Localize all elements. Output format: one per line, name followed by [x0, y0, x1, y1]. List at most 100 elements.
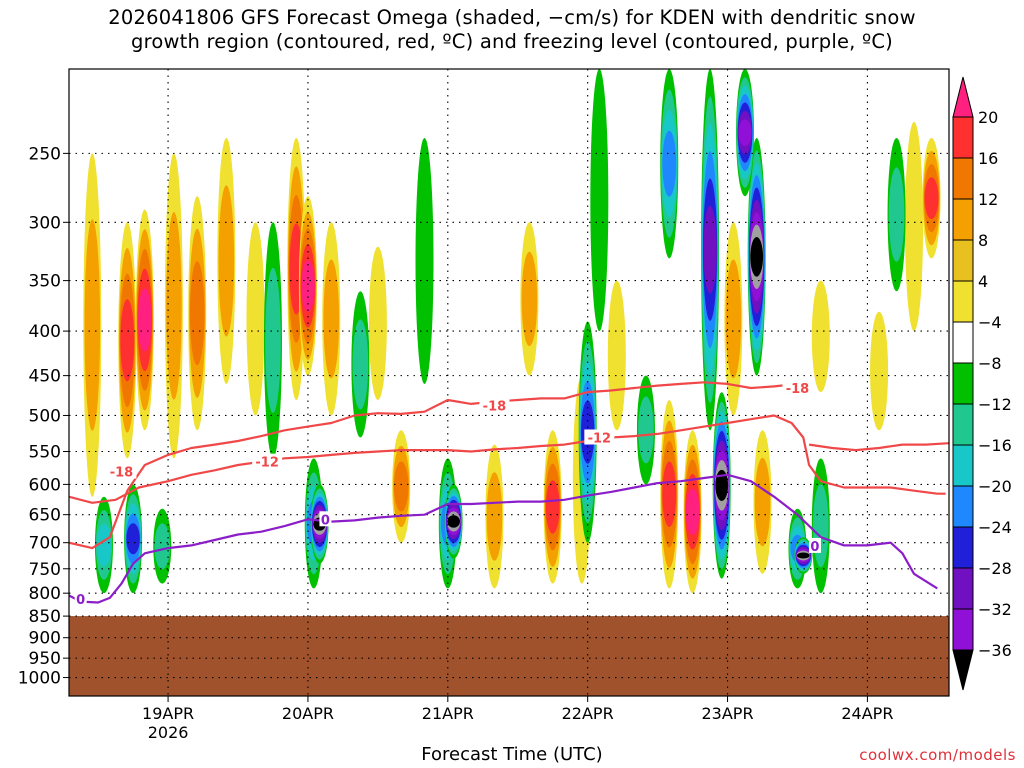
omega-band — [96, 523, 112, 567]
contour-label-0: -18 — [110, 466, 134, 481]
omega-band — [138, 288, 152, 352]
omega-band — [725, 259, 742, 379]
colorbar-segment — [952, 362, 974, 405]
omega-cell-47 — [701, 69, 720, 431]
omega-band — [738, 119, 752, 147]
colorbar-label: −28 — [978, 559, 1012, 578]
omega-band — [607, 280, 626, 431]
colorbar-segment — [952, 403, 974, 446]
dgz-contour-0 — [69, 381, 810, 550]
x-tick-label: 20APR — [282, 704, 334, 723]
contour-label-bg — [782, 380, 813, 396]
contour-label-2: -18 — [483, 400, 507, 415]
omega-cell-45 — [660, 69, 679, 259]
omega-cell-11 — [392, 430, 411, 543]
contour-label-bg — [584, 429, 615, 445]
plot-frame — [68, 68, 950, 697]
y-tick-label: 250 — [29, 144, 61, 164]
omega-band — [750, 236, 764, 277]
contour-label-7: 0 — [76, 593, 85, 608]
colorbar-segment — [952, 608, 974, 651]
omega-band — [154, 523, 171, 570]
colorbar-label: −8 — [978, 354, 1002, 373]
colorbar-bottom-arrow — [952, 649, 974, 691]
omega-cell-23 — [905, 121, 924, 332]
ground-fill — [69, 616, 949, 696]
omega-cell-21 — [811, 280, 830, 393]
chart-title-line1: 2026041806 GFS Forecast Omega (shaded, −… — [108, 6, 916, 29]
omega-band — [1016, 497, 1024, 584]
colorbar-label: 12 — [978, 190, 998, 209]
contour-label-5: -18 — [1013, 443, 1024, 458]
contour-label-9: 0 — [810, 540, 819, 555]
omega-cell-14 — [543, 430, 562, 584]
omega-band — [447, 515, 461, 528]
y-tick-label: 600 — [29, 475, 61, 495]
contour-label-8: 0 — [321, 513, 330, 528]
contour-label-1: -12 — [255, 456, 279, 471]
omega-band — [301, 260, 315, 312]
credit-text: coolwx.com/models — [859, 746, 1016, 764]
x-tick-label: 19APR — [142, 704, 194, 723]
colorbar-label: 20 — [978, 108, 998, 127]
omega-cell-41 — [444, 484, 463, 559]
contour-label-bg — [252, 453, 283, 469]
colorbar-segment — [952, 485, 974, 528]
omega-band — [323, 259, 340, 379]
colorbar-label: −20 — [978, 477, 1012, 496]
y-tick-label: 850 — [29, 607, 61, 627]
omega-band — [662, 461, 677, 527]
y-tick-label: 400 — [29, 322, 61, 342]
contour-label-bg — [808, 537, 821, 553]
colorbar-segment — [952, 567, 974, 610]
omega-cell-3 — [164, 153, 183, 459]
colorbar-top-arrow — [952, 76, 974, 118]
colorbar-label: −24 — [978, 518, 1012, 537]
omega-cell-6 — [246, 222, 265, 416]
omega-cell-12 — [485, 444, 504, 589]
omega-band — [590, 69, 609, 332]
omega-band — [1011, 335, 1024, 408]
omega-band — [120, 299, 135, 382]
dgz-contour-2 — [808, 442, 949, 452]
x-tick-sublabel: 2026 — [148, 723, 189, 742]
x-tick-label: 24APR — [841, 704, 893, 723]
contour-label-bg — [1010, 441, 1024, 456]
y-tick-label: 550 — [29, 443, 61, 463]
x-tick-label: 22APR — [562, 704, 614, 723]
omega-cell-39 — [415, 137, 434, 384]
omega-cell-34 — [153, 508, 172, 584]
omega-cell-43 — [590, 69, 609, 332]
omega-cell-0 — [83, 153, 102, 497]
omega-cell-5 — [217, 137, 236, 384]
omega-band — [545, 480, 560, 534]
y-tick-label: 900 — [29, 629, 61, 649]
omega-cell-9 — [322, 222, 341, 416]
omega-band — [1010, 312, 1024, 431]
y-tick-label: 350 — [29, 272, 61, 292]
colorbar-label: −32 — [978, 600, 1012, 619]
contour-label-bg — [945, 485, 949, 501]
omega-cell-27 — [1010, 312, 1024, 431]
contour-label-bg — [74, 590, 87, 606]
omega-cell-49 — [736, 69, 755, 197]
y-tick-label: 700 — [29, 534, 61, 554]
omega-band — [486, 472, 503, 561]
y-tick-label: 500 — [29, 406, 61, 426]
omega-cell-10 — [368, 246, 387, 401]
colorbar-segment — [952, 280, 974, 323]
colorbar-label: 16 — [978, 149, 998, 168]
omega-cell-16 — [607, 280, 626, 431]
omega-cell-44 — [636, 375, 655, 485]
omega-cell-51 — [794, 537, 813, 574]
y-tick-label: 1000 — [18, 669, 61, 689]
omega-band — [638, 396, 654, 464]
grid-lines — [69, 69, 949, 696]
omega-cell-24 — [922, 137, 941, 259]
y-tick-label: 450 — [29, 367, 61, 387]
colorbar-segment — [952, 116, 974, 159]
contour-labels: -18-12-18-12-18-18-120000 — [74, 380, 1024, 608]
colorbar-label: 4 — [978, 272, 988, 291]
